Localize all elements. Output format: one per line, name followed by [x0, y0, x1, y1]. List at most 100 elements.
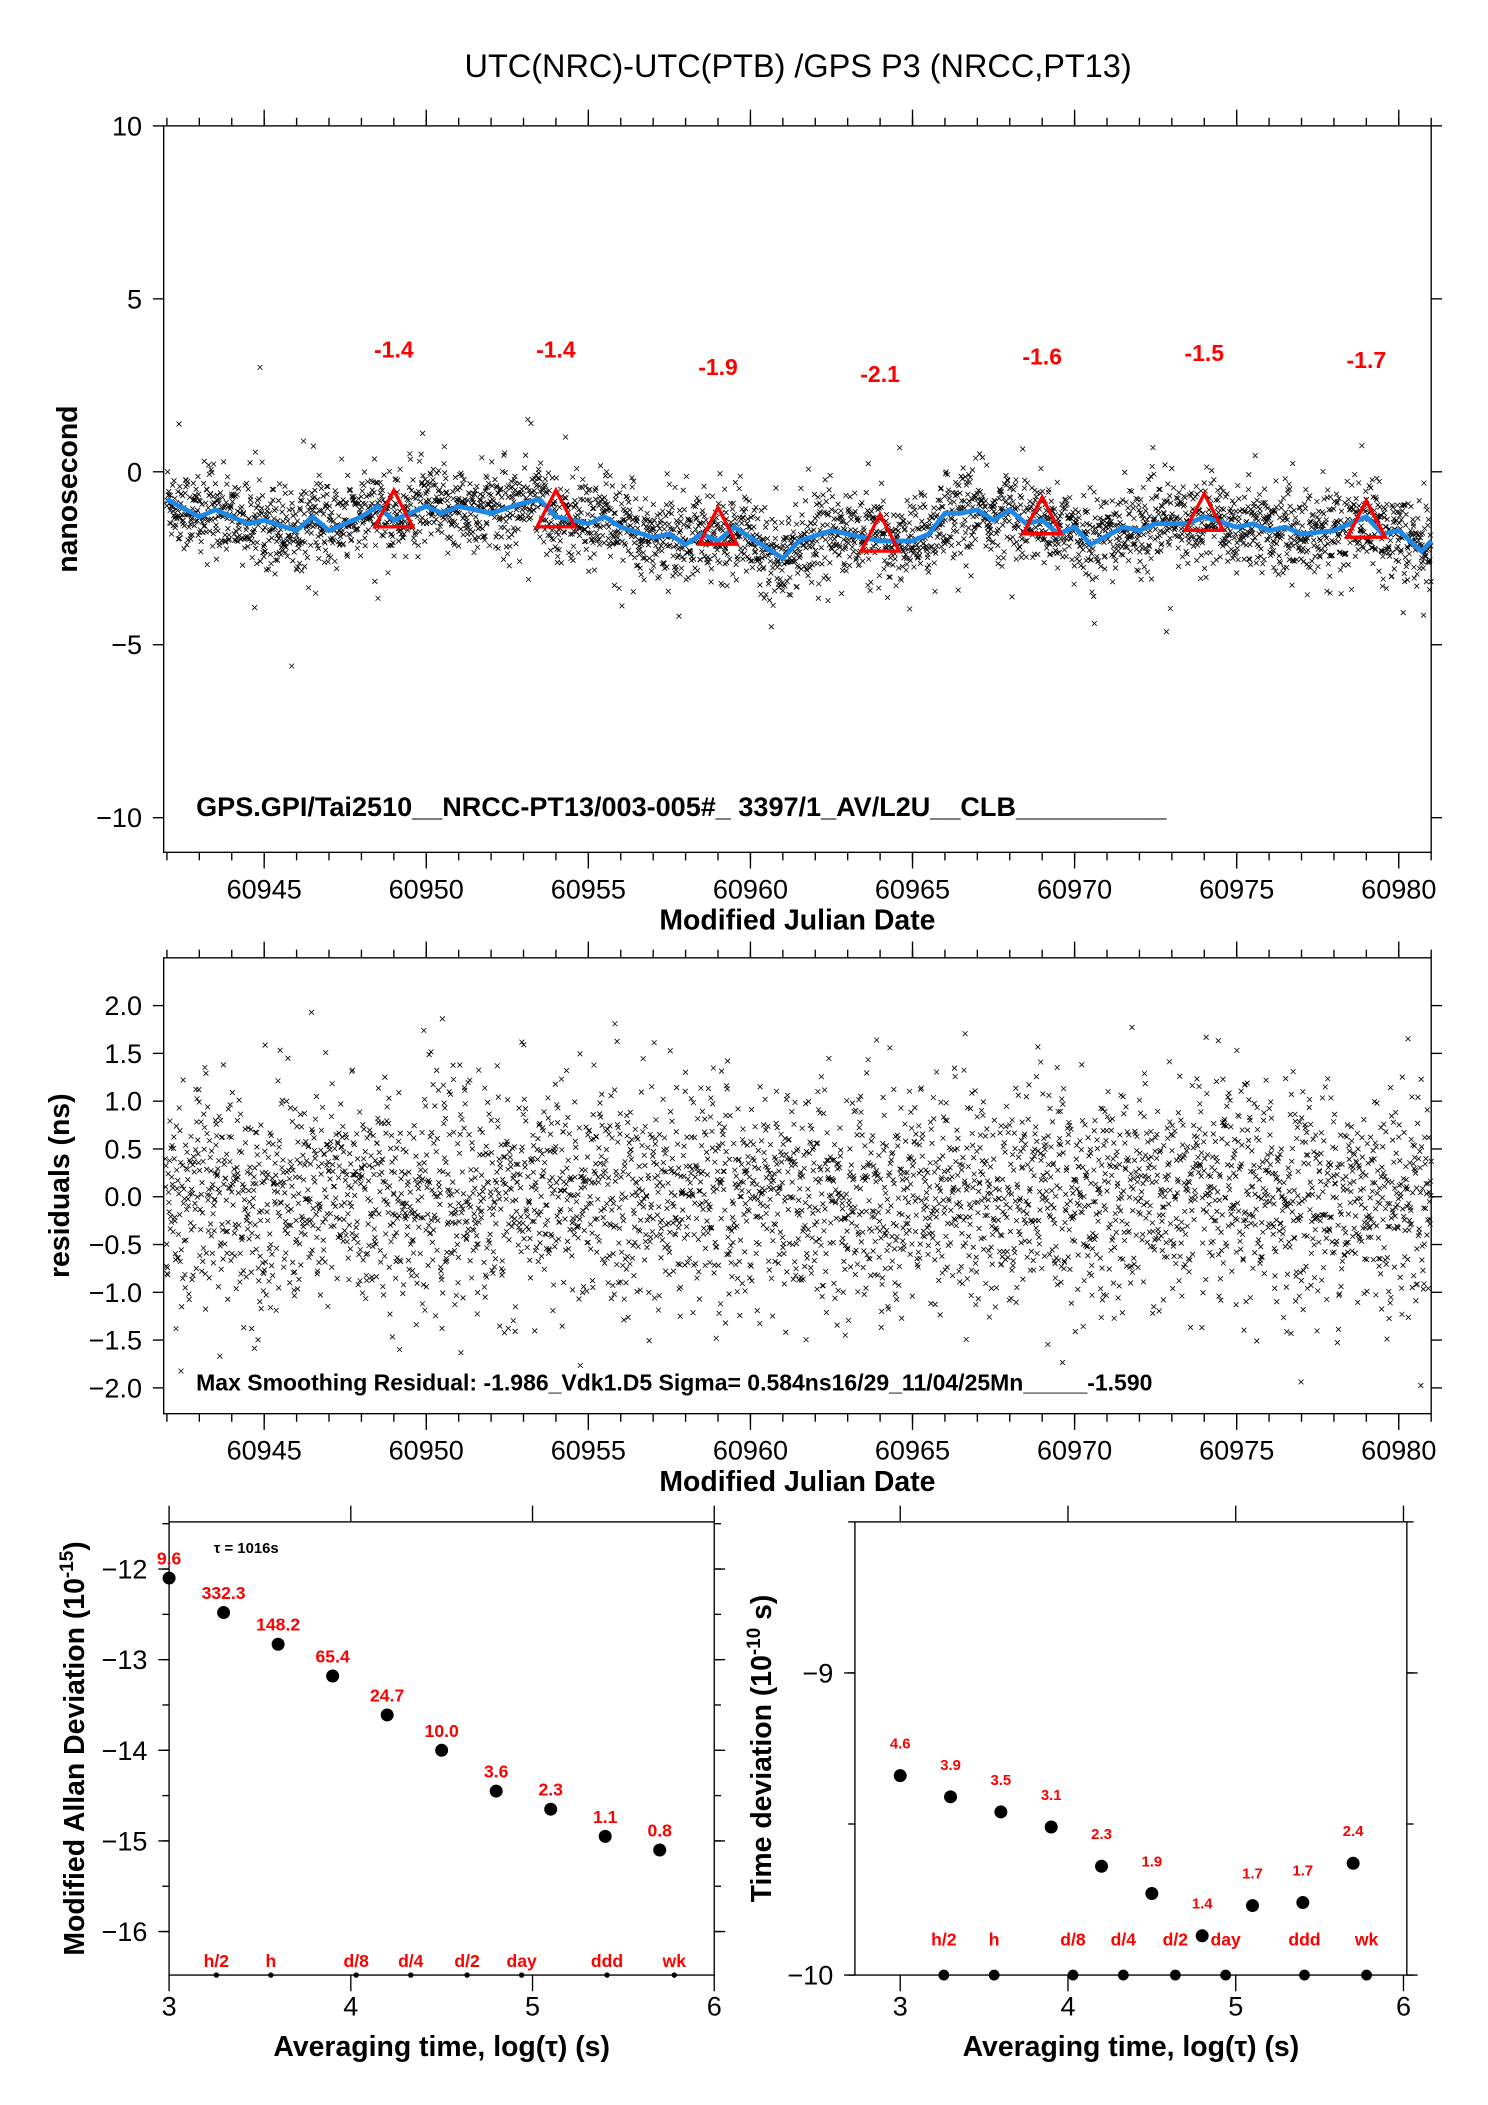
data-point [236, 1097, 242, 1103]
data-point [403, 1149, 409, 1155]
data-point [935, 505, 942, 512]
data-point [665, 588, 672, 595]
data-point [852, 508, 858, 515]
y-tick-label: −2.0 [89, 1373, 142, 1403]
data-point [813, 551, 819, 558]
data-point [1279, 531, 1286, 537]
data-point [664, 564, 670, 570]
data-point [1289, 582, 1295, 588]
data-point [425, 1262, 431, 1269]
data-point [298, 1262, 304, 1268]
data-point [473, 537, 479, 544]
data-point [580, 1207, 586, 1214]
data-point [279, 1164, 285, 1171]
y-tick-label: 0.5 [104, 1134, 142, 1164]
data-point [739, 520, 745, 526]
data-point [533, 1187, 539, 1193]
data-point [417, 498, 424, 505]
data-point [1358, 523, 1364, 529]
data-point [555, 1236, 562, 1242]
data-point [344, 1191, 351, 1198]
data-point [1425, 522, 1431, 529]
data-point [253, 505, 260, 511]
y-tick-label: −10 [96, 803, 142, 833]
data-point [435, 1217, 441, 1224]
data-point [377, 1259, 384, 1265]
data-point [577, 1362, 584, 1369]
x-tick-label: 60945 [227, 1436, 302, 1466]
data-point [241, 545, 248, 551]
data-point [1194, 542, 1201, 548]
data-point [259, 505, 265, 511]
data-point [1092, 515, 1098, 521]
data-point [321, 530, 327, 536]
data-point [495, 545, 501, 552]
data-point [443, 475, 449, 482]
data-point [412, 529, 419, 536]
data-point [451, 542, 458, 548]
data-point [387, 1222, 394, 1228]
data-point [576, 506, 582, 513]
data-point [243, 480, 250, 487]
data-point [435, 1087, 442, 1093]
data-point [564, 1165, 570, 1171]
data-point [530, 1132, 536, 1139]
data-point [853, 557, 859, 563]
data-point [988, 546, 994, 552]
data-point [1121, 469, 1128, 476]
y-tick-label: 5 [127, 284, 142, 314]
data-point [290, 1193, 297, 1199]
data-point [354, 1156, 361, 1162]
data-point [1002, 517, 1008, 524]
data-point [1149, 463, 1155, 470]
data-point [173, 1123, 180, 1129]
data-point [766, 597, 773, 603]
data-point [228, 1257, 234, 1264]
data-point [1148, 576, 1155, 582]
data-point [337, 533, 343, 540]
data-point [576, 532, 583, 539]
data-point [506, 1149, 513, 1155]
data-point [284, 553, 291, 560]
data-point [1411, 564, 1417, 570]
data-point [234, 491, 240, 498]
data-point [1376, 568, 1382, 574]
data-point [342, 499, 349, 506]
data-point [1182, 510, 1189, 516]
data-point [186, 524, 192, 530]
data-point [177, 1127, 183, 1134]
data-point [510, 490, 516, 497]
data-point [750, 513, 756, 519]
data-point [289, 1183, 295, 1189]
data-point [404, 1232, 410, 1238]
data-point [727, 500, 734, 506]
data-point [252, 545, 259, 552]
data-point [1221, 513, 1227, 519]
data-point [770, 602, 776, 609]
data-point [527, 1275, 534, 1281]
data-point [560, 1279, 567, 1286]
data-point [819, 561, 825, 567]
data-point [497, 485, 504, 492]
y-tick-label: −1.0 [89, 1278, 142, 1308]
data-point [413, 1321, 420, 1328]
data-point [450, 495, 456, 502]
data-point [429, 1239, 436, 1246]
data-point [185, 1196, 191, 1202]
data-point [1286, 481, 1292, 487]
data-point [373, 479, 379, 486]
data-point [407, 456, 414, 463]
data-point [176, 421, 182, 427]
data-point [863, 489, 869, 496]
data-point [486, 1111, 492, 1117]
data-point [476, 1067, 482, 1073]
data-point [1332, 539, 1338, 546]
data-point [506, 514, 513, 521]
data-point [1400, 609, 1406, 616]
data-point [847, 554, 853, 560]
data-point [384, 1104, 390, 1110]
data-point [1338, 508, 1345, 514]
data-point [348, 1161, 354, 1167]
data-point [522, 1164, 528, 1170]
data-point [493, 1220, 499, 1227]
